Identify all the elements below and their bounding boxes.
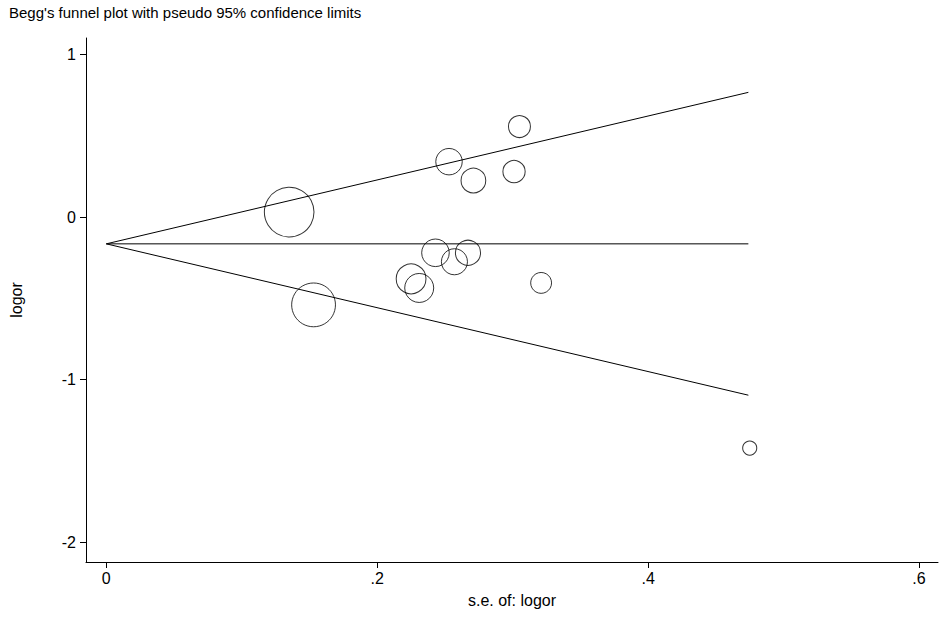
svg-text:0: 0 (102, 570, 111, 587)
svg-text:.6: .6 (912, 570, 925, 587)
svg-text:1: 1 (67, 46, 76, 63)
svg-text:-1: -1 (62, 371, 76, 388)
svg-text:-2: -2 (62, 534, 76, 551)
svg-text:.4: .4 (641, 570, 654, 587)
svg-text:0: 0 (67, 209, 76, 226)
svg-text:Begg's funnel plot with pseudo: Begg's funnel plot with pseudo 95% confi… (9, 4, 361, 21)
svg-text:.2: .2 (371, 570, 384, 587)
svg-text:logor: logor (8, 282, 25, 318)
svg-text:s.e. of: logor: s.e. of: logor (468, 592, 557, 609)
